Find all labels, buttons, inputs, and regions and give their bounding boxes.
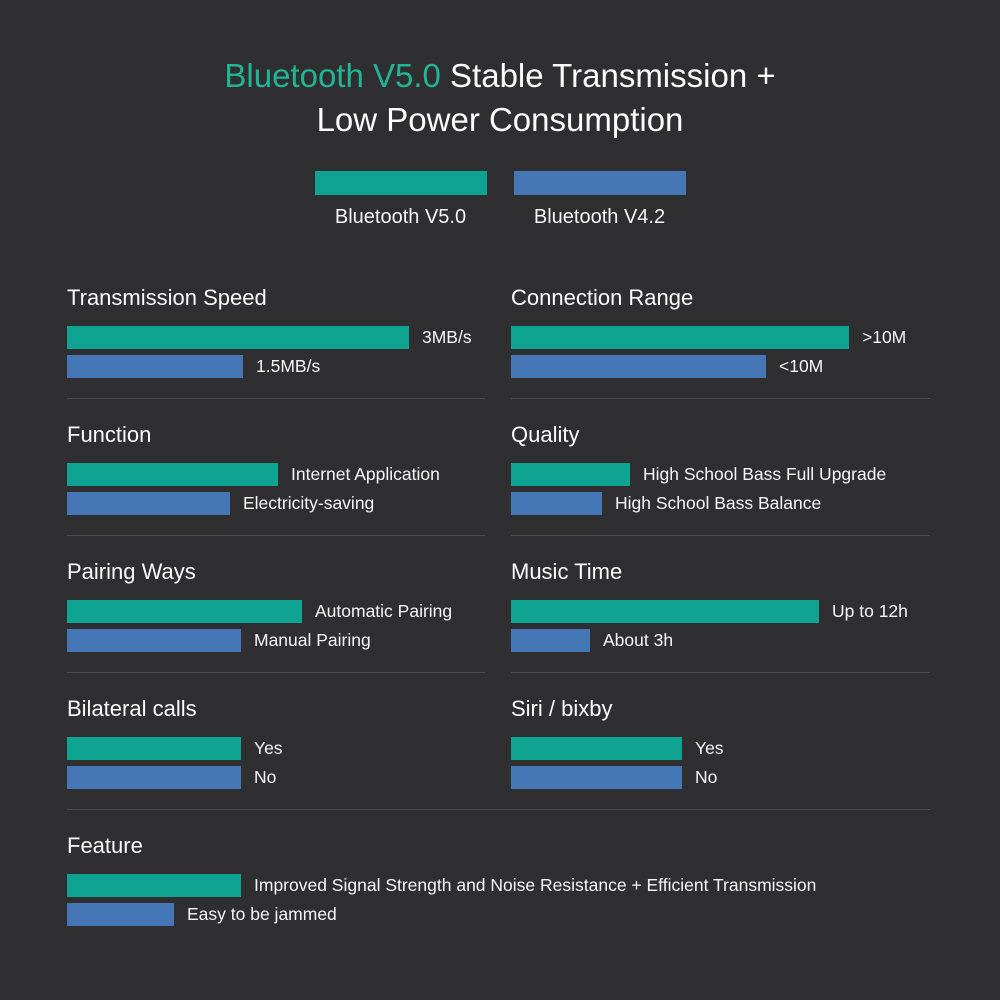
bar-value-label: About 3h <box>603 630 674 650</box>
legend-swatch-v42 <box>513 171 686 195</box>
bar-row: 3MB/s <box>67 326 485 349</box>
bar-row: Internet Application <box>67 463 485 486</box>
bar-row: Electricity-saving <box>67 492 485 515</box>
bar-value-label: <10M <box>779 356 824 376</box>
legend-item-v50: Bluetooth V5.0 <box>314 171 487 229</box>
bar-row: Yes <box>511 737 930 760</box>
comparison-grid: Transmission Speed 3MB/s 1.5MB/s Connection… <box>67 284 930 946</box>
section-function: Function Internet Application Electricity-… <box>67 398 485 535</box>
bar-bluetooth-v42 <box>67 355 243 378</box>
section-title: Function <box>67 422 152 447</box>
bar-bluetooth-v42 <box>511 355 766 378</box>
bar-bluetooth-v50 <box>67 600 302 623</box>
bar-bluetooth-v42 <box>67 629 241 652</box>
bar-value-label: Improved Signal Strength and Noise Resis… <box>254 875 817 895</box>
legend: Bluetooth V5.0 Bluetooth V4.2 <box>0 171 1000 229</box>
bar-value-label: 3MB/s <box>422 327 472 347</box>
bar-bluetooth-v42 <box>67 492 230 515</box>
bar-bluetooth-v42 <box>67 766 241 789</box>
bar-value-label: Electricity-saving <box>243 493 375 513</box>
bar-bluetooth-v50 <box>511 463 630 486</box>
bar-value-label: Automatic Pairing <box>315 601 453 621</box>
bar-bluetooth-v50 <box>67 874 241 897</box>
bar-value-label: Up to 12h <box>832 601 908 621</box>
section-title: Quality <box>511 422 580 447</box>
bar-row: Yes <box>67 737 485 760</box>
section-music-time: Music Time Up to 12h About 3h <box>511 535 930 672</box>
bar-row: Automatic Pairing <box>67 600 485 623</box>
bar-bluetooth-v42 <box>511 629 590 652</box>
page-title: Bluetooth V5.0 Stable Transmission + Low … <box>0 0 1000 142</box>
legend-item-v42: Bluetooth V4.2 <box>513 171 686 229</box>
bar-bluetooth-v42 <box>511 492 602 515</box>
legend-swatch-v50 <box>314 171 487 195</box>
bar-row: Improved Signal Strength and Noise Resis… <box>67 874 930 897</box>
section-title: Siri / bixby <box>511 696 613 721</box>
bar-value-label: Yes <box>254 738 283 758</box>
bar-bluetooth-v50 <box>511 737 682 760</box>
section-transmission-speed: Transmission Speed 3MB/s 1.5MB/s <box>67 284 485 398</box>
bar-row: 1.5MB/s <box>67 355 485 378</box>
bar-value-label: No <box>254 767 277 787</box>
bar-value-label: >10M <box>862 327 907 347</box>
bar-bluetooth-v50 <box>67 326 409 349</box>
bar-row: Easy to be jammed <box>67 903 930 926</box>
section-siri-bixby: Siri / bixby Yes No <box>511 672 930 809</box>
bar-bluetooth-v50 <box>511 326 849 349</box>
bar-bluetooth-v50 <box>67 463 278 486</box>
bar-value-label: Internet Application <box>291 464 440 484</box>
section-feature: Feature Improved Signal Strength and Nois… <box>67 809 930 946</box>
bar-value-label: High School Bass Balance <box>615 493 822 513</box>
legend-label-v50: Bluetooth V5.0 <box>334 206 467 228</box>
bar-value-label: Manual Pairing <box>254 630 371 650</box>
bar-value-label: Yes <box>695 738 724 758</box>
section-bilateral-calls: Bilateral calls Yes No <box>67 672 485 809</box>
bar-row: High School Bass Full Upgrade <box>511 463 930 486</box>
title-rest: Stable Transmission + <box>440 57 776 94</box>
section-pairing-ways: Pairing Ways Automatic Pairing Manual Pair… <box>67 535 485 672</box>
bar-row: High School Bass Balance <box>511 492 930 515</box>
section-connection-range: Connection Range >10M <10M <box>511 284 930 398</box>
section-title: Pairing Ways <box>67 559 196 584</box>
section-title: Feature <box>67 833 143 858</box>
title-line2: Low Power Consumption <box>316 101 684 138</box>
section-title: Connection Range <box>511 285 694 310</box>
bar-bluetooth-v42 <box>511 766 682 789</box>
bar-value-label: High School Bass Full Upgrade <box>643 464 887 484</box>
section-title: Transmission Speed <box>67 285 267 310</box>
bar-row: About 3h <box>511 629 930 652</box>
section-title: Bilateral calls <box>67 696 197 721</box>
title-highlight: Bluetooth V5.0 <box>224 57 441 94</box>
bar-row: Manual Pairing <box>67 629 485 652</box>
bar-value-label: No <box>695 767 718 787</box>
bar-row: No <box>67 766 485 789</box>
bar-row: No <box>511 766 930 789</box>
bar-row: >10M <box>511 326 930 349</box>
bar-value-label: Easy to be jammed <box>187 904 337 924</box>
bar-value-label: 1.5MB/s <box>256 356 321 376</box>
section-title: Music Time <box>511 559 623 584</box>
bar-bluetooth-v50 <box>511 600 819 623</box>
bar-row: <10M <box>511 355 930 378</box>
bar-bluetooth-v50 <box>67 737 241 760</box>
legend-label-v42: Bluetooth V4.2 <box>533 206 666 228</box>
bar-row: Up to 12h <box>511 600 930 623</box>
bar-bluetooth-v42 <box>67 903 174 926</box>
section-quality: Quality High School Bass Full Upgrade High… <box>511 398 930 535</box>
